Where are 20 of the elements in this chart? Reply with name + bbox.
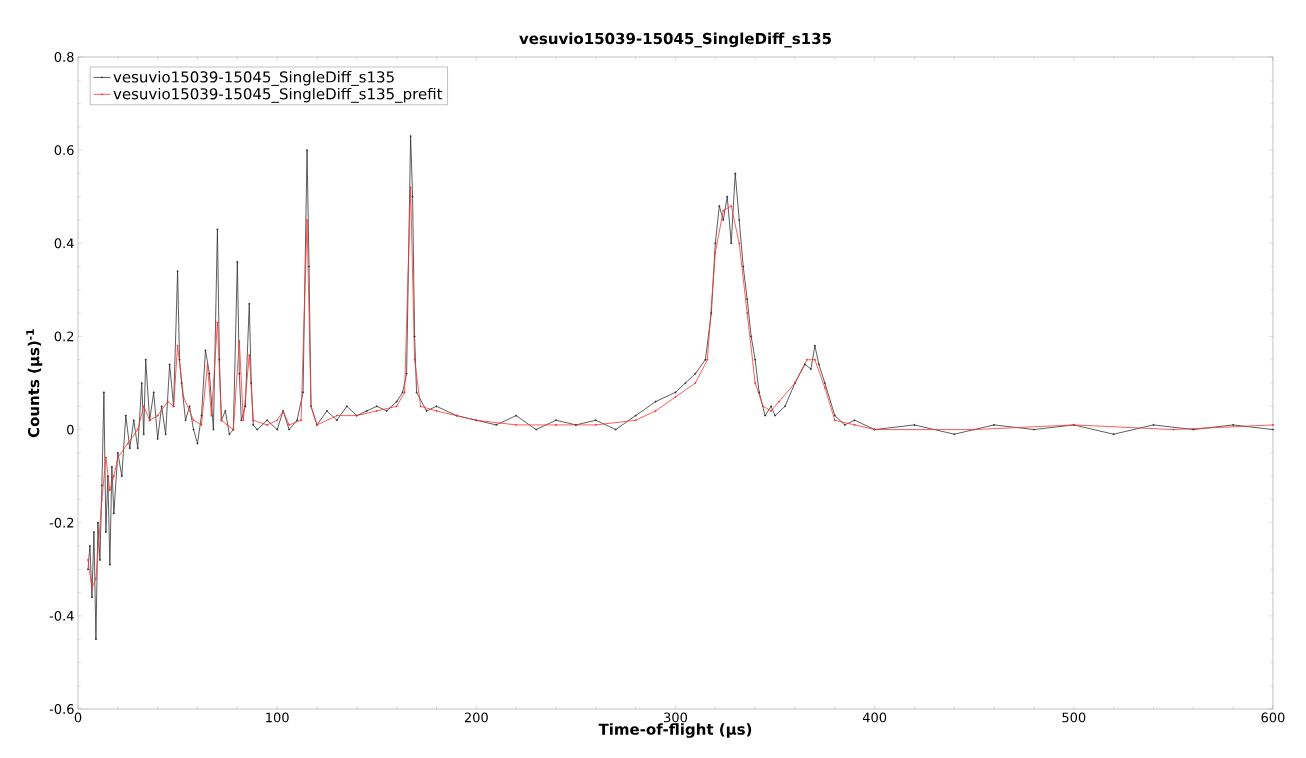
y-tick-label: -0.2 xyxy=(49,517,74,528)
legend-label: vesuvio15039-15045_SingleDiff_s135_prefit xyxy=(113,87,443,103)
legend-label: vesuvio15039-15045_SingleDiff_s135 xyxy=(113,70,394,86)
y-tick-label: 0.8 xyxy=(54,52,74,62)
y-tick-label: 0.2 xyxy=(54,331,74,342)
x-axis-title: Time-of-flight (µs) xyxy=(598,723,752,738)
x-tick-label: 300 xyxy=(664,712,688,723)
x-tick-label: 200 xyxy=(464,712,488,723)
y-tick-label: -0.6 xyxy=(49,704,74,714)
x-tick-label: 600 xyxy=(1261,712,1285,723)
x-tick-label: 400 xyxy=(862,712,887,723)
y-tick-label: 0 xyxy=(67,424,74,435)
y-tick-label: 0.4 xyxy=(54,238,74,249)
y-tick-label: 0.6 xyxy=(54,145,74,156)
x-tick-label: 100 xyxy=(266,712,289,723)
x-tick-label: 500 xyxy=(1062,712,1086,723)
y-axis-title: Counts (µs)$^{-1}$ xyxy=(26,329,43,438)
y-tick-label: -0.4 xyxy=(49,610,74,621)
chart-title: vesuvio15039-15045_SingleDiff_s135 xyxy=(519,32,831,48)
x-tick-label: 0 xyxy=(74,712,82,723)
